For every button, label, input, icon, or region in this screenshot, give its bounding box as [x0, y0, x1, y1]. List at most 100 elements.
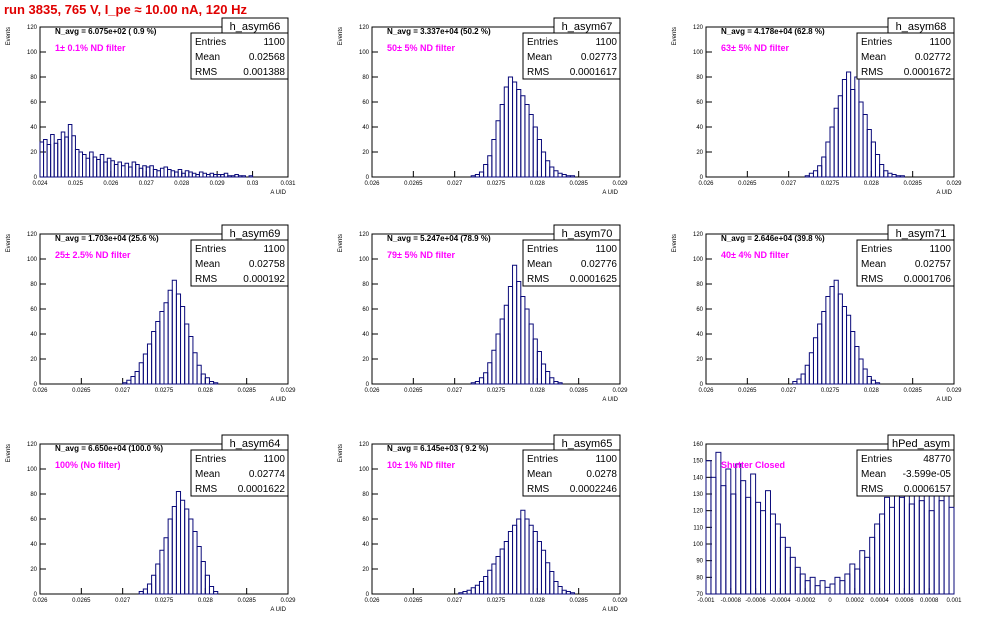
x-tick-label: 0.0275 — [155, 598, 174, 604]
histogram-panel-h_asym67: 0 20 40 60 80 100 120 0.026 0.0265 0.027 0.0275 0.0… — [338, 17, 628, 196]
histogram-title: hPed_asym — [892, 438, 950, 450]
histogram-bin — [106, 157, 112, 178]
x-tick-label: 0.026 — [103, 181, 119, 187]
y-tick-label: 100 — [27, 50, 38, 56]
y-tick-label: 0 — [700, 382, 704, 388]
histogram-bin — [553, 581, 559, 595]
histogram-bin — [200, 373, 206, 385]
histogram-bin — [175, 293, 182, 385]
histogram-bin — [142, 165, 147, 178]
y-tick-label: 40 — [362, 542, 369, 548]
histogram-bin — [192, 352, 198, 385]
y-tick-label: 80 — [696, 75, 703, 81]
stats-label-mean: Mean — [527, 469, 552, 480]
histogram-bin — [234, 174, 239, 178]
histogram-bin — [933, 490, 940, 595]
stats-value-entries: 48770 — [923, 454, 951, 465]
histogram-bin — [67, 124, 73, 178]
stats-label-entries: Entries — [195, 37, 226, 48]
histogram-bin — [532, 531, 538, 595]
stats-value-mean: 0.0278 — [586, 469, 617, 480]
histogram-bin — [862, 114, 868, 178]
x-tick-label: 0.028 — [530, 181, 546, 187]
histogram-bin — [85, 157, 91, 178]
histogram-bin — [549, 166, 555, 178]
histogram-bin — [175, 491, 182, 595]
histogram-bin — [499, 104, 505, 178]
x-tick-label: 0.0275 — [821, 388, 840, 394]
x-tick-label: 0.027 — [139, 181, 155, 187]
histogram-bin — [155, 563, 161, 595]
y-tick-label: 80 — [696, 575, 703, 581]
stats-label-rms: RMS — [861, 484, 884, 495]
stats-label-rms: RMS — [861, 274, 884, 285]
histogram-bin — [516, 518, 522, 595]
y-tick-label: 100 — [693, 50, 704, 56]
histogram-bin — [540, 549, 547, 595]
stats-value-entries: 1100 — [595, 244, 617, 255]
histogram-bin — [528, 524, 534, 595]
x-tick-label: 0 — [828, 598, 832, 604]
histogram-bin — [130, 376, 136, 385]
histogram-bin — [545, 371, 551, 385]
histogram-bin — [918, 500, 925, 595]
stats-value-mean: 0.02774 — [249, 469, 286, 480]
x-axis-title: A UID — [936, 397, 952, 403]
x-tick-label: 0.026 — [364, 388, 380, 394]
histogram-title: h_asym67 — [562, 21, 613, 33]
histogram-bin — [159, 549, 165, 595]
histogram-bin — [908, 503, 915, 595]
histogram-panel-h_asym69: 0 20 40 60 80 100 120 0.026 0.0265 0.027 0.0275 0.0… — [6, 224, 296, 403]
histogram-bin — [794, 566, 801, 595]
histogram-bin — [884, 496, 891, 595]
histogram-bin — [202, 172, 208, 178]
histogram-bin — [545, 562, 551, 595]
histogram-bin — [893, 486, 900, 595]
histogram-bin — [854, 568, 861, 595]
x-tick-label: 0.0285 — [569, 598, 588, 604]
histogram-bin — [883, 170, 889, 178]
histogram-bin — [507, 531, 514, 595]
y-axis-title: Events — [6, 27, 12, 45]
stats-label-entries: Entries — [195, 454, 226, 465]
histogram-bin — [483, 164, 489, 178]
histogram-bin — [800, 373, 806, 385]
histogram-bin — [50, 134, 55, 178]
y-tick-label: 120 — [27, 442, 38, 448]
histogram-bin — [120, 165, 126, 178]
stats-value-mean: 0.02772 — [915, 52, 952, 63]
y-tick-label: 80 — [362, 282, 369, 288]
histogram-bin — [145, 166, 151, 178]
stats-label-mean: Mean — [861, 52, 886, 63]
x-tick-label: 0.0265 — [404, 598, 423, 604]
histogram-bin — [760, 510, 767, 595]
histogram-bin — [532, 126, 538, 178]
y-tick-label: 20 — [362, 567, 369, 573]
stats-label-rms: RMS — [195, 484, 218, 495]
y-tick-label: 20 — [696, 357, 703, 363]
x-tick-label: 0.028 — [864, 388, 880, 394]
histogram-bin — [470, 587, 476, 595]
histogram-bin — [122, 382, 128, 385]
x-tick-label: 0.029 — [210, 181, 226, 187]
histogram-bin — [849, 563, 856, 595]
histogram-bin — [167, 169, 172, 178]
histogram-bin — [191, 172, 197, 178]
navg-annotation: N_avg = 6.075e+02 ( 0.9 %) — [55, 27, 157, 36]
histogram-bin — [870, 141, 876, 178]
stats-label-rms: RMS — [195, 67, 218, 78]
x-tick-label: -0.0004 — [770, 598, 791, 604]
y-tick-label: 80 — [30, 75, 37, 81]
histogram-bin — [923, 493, 930, 595]
y-tick-label: 0 — [34, 382, 38, 388]
y-tick-label: 140 — [693, 475, 704, 481]
histogram-bin — [532, 338, 538, 385]
histogram-bin — [825, 296, 831, 385]
histogram-bin — [184, 323, 190, 385]
y-tick-label: 100 — [693, 542, 704, 548]
y-tick-label: 120 — [693, 25, 704, 31]
histogram-panel-h_asym70: 0 20 40 60 80 100 120 0.026 0.0265 0.027 0.0275 0.0… — [338, 224, 628, 403]
histogram-bin — [839, 580, 846, 595]
histogram-bin — [943, 493, 950, 595]
histogram-bin — [487, 569, 493, 595]
